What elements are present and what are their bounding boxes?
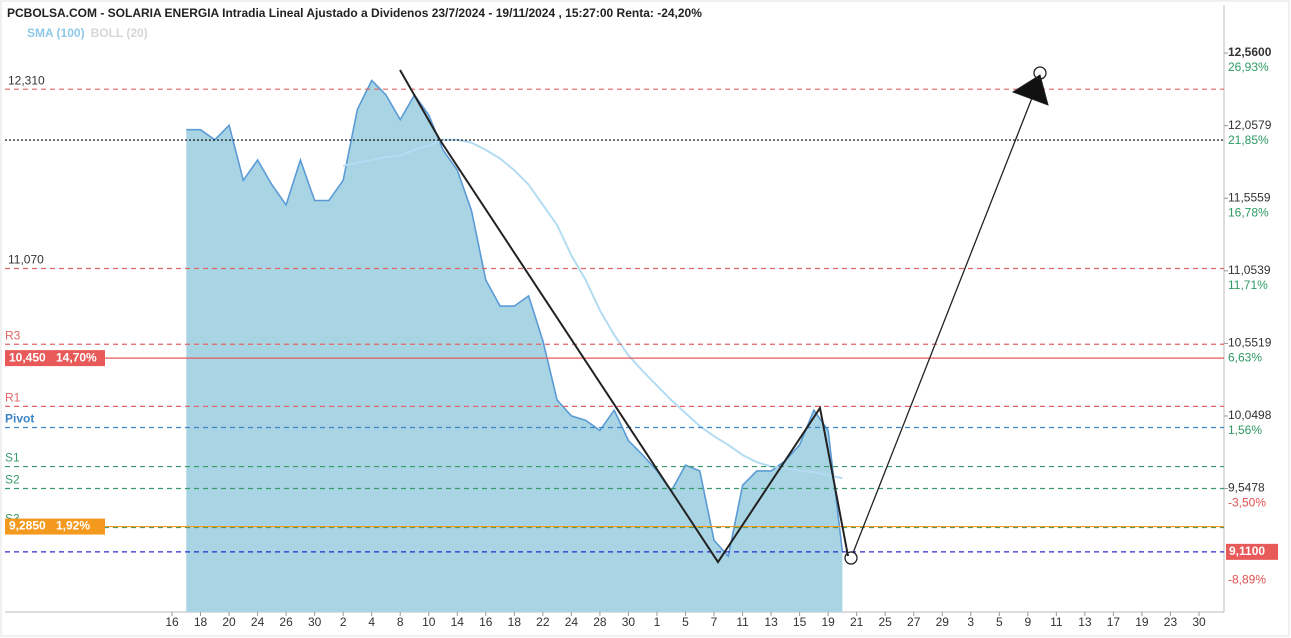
x-tick-label: 5	[996, 615, 1003, 629]
x-tick-label: 27	[907, 615, 921, 629]
y-tick-label: 10,5519	[1228, 336, 1272, 350]
price-line	[186, 79, 844, 558]
x-tick-label: 14	[451, 615, 465, 629]
drawn-annotations	[399, 66, 1049, 565]
arrow-head	[1011, 74, 1049, 106]
x-tick-label: 15	[793, 615, 807, 629]
level-label: 12,310	[8, 73, 45, 87]
sma-line	[342, 138, 843, 480]
legend-label: BOLL (20)	[91, 26, 148, 40]
x-tick-label: 3	[967, 615, 974, 629]
x-tick-label: 17	[1107, 615, 1121, 629]
x-tick-label: 30	[622, 615, 636, 629]
y2-tick-label: 26,93%	[1228, 60, 1269, 74]
y-tick-label: 12,5600	[1228, 45, 1272, 59]
y2-tick-label: 21,85%	[1228, 133, 1269, 147]
x-tick-label: 24	[565, 615, 579, 629]
x-tick-label: 26	[279, 615, 293, 629]
level-name: R3	[5, 328, 21, 342]
x-tick-label: 19	[821, 615, 835, 629]
x-tick-label: 10	[422, 615, 436, 629]
y2-tick-label: -3,50%	[1228, 496, 1266, 510]
x-tick-label: 20	[222, 615, 236, 629]
x-tick-label: 22	[536, 615, 550, 629]
x-tick-label: 4	[368, 615, 375, 629]
x-tick-label: 11	[1050, 615, 1063, 629]
x-tick-label: 7	[711, 615, 718, 629]
anchor-circle	[844, 551, 858, 565]
trend-lines	[399, 69, 849, 564]
level-change: 14,70%	[56, 350, 97, 364]
y-tick-label: 11,5559	[1228, 190, 1271, 204]
x-tick-label: 11	[736, 615, 749, 629]
x-tick-label: 9	[1024, 615, 1031, 629]
chart-title: PCBOLSA.COM - SOLARIA ENERGIA Intradia L…	[7, 6, 702, 20]
y2-tick-label: -8,89%	[1228, 573, 1266, 587]
x-tick-label: 21	[850, 615, 864, 629]
x-tick-label: 16	[165, 615, 179, 629]
x-tick-label: 18	[194, 615, 208, 629]
y2-tick-label: 6,63%	[1228, 351, 1262, 365]
current-price: 9,1100	[1229, 544, 1265, 558]
x-tick-label: 30	[1192, 615, 1206, 629]
x-tick-label: 25	[879, 615, 893, 629]
price-box	[1226, 543, 1278, 560]
x-tick-label: 13	[764, 615, 778, 629]
x-tick-label: 23	[1164, 615, 1178, 629]
level-price: 9,2850	[9, 519, 46, 533]
y-tick-label: 10,0498	[1228, 408, 1272, 422]
arrow-line	[852, 97, 1033, 554]
y-tick-label: 9,5478	[1228, 481, 1265, 495]
y-tick-label: 11,0539	[1228, 263, 1271, 277]
x-tick-label: 5	[682, 615, 689, 629]
x-tick-label: 8	[397, 615, 404, 629]
level-name: S1	[5, 451, 20, 465]
y2-tick-label: 11,71%	[1228, 278, 1268, 292]
x-tick-label: 19	[1135, 615, 1149, 629]
legend-label: SMA (100)	[27, 26, 85, 40]
x-tick-label: 16	[479, 615, 493, 629]
level-box	[5, 350, 105, 367]
level-box	[5, 518, 105, 535]
x-tick-label: 29	[936, 615, 950, 629]
level-name: R1	[5, 391, 21, 405]
x-tick-label: 18	[508, 615, 522, 629]
level-label: 11,070	[8, 253, 44, 267]
x-tick-label: 30	[308, 615, 322, 629]
x-tick-label: 24	[251, 615, 265, 629]
level-name: Pivot	[5, 412, 34, 426]
y-tick-label: 12,0579	[1228, 118, 1272, 132]
x-tick-label: 28	[593, 615, 607, 629]
x-tick-label: 2	[340, 615, 347, 629]
x-tick-label: 13	[1078, 615, 1092, 629]
y2-tick-label: 16,78%	[1228, 205, 1269, 219]
x-tick-label: 1	[654, 615, 661, 629]
y2-tick-label: 1,56%	[1228, 423, 1262, 437]
level-change: 1,92%	[56, 519, 90, 533]
level-price: 10,450	[9, 350, 46, 364]
level-name: S2	[5, 473, 20, 487]
target-circle	[1033, 66, 1047, 80]
